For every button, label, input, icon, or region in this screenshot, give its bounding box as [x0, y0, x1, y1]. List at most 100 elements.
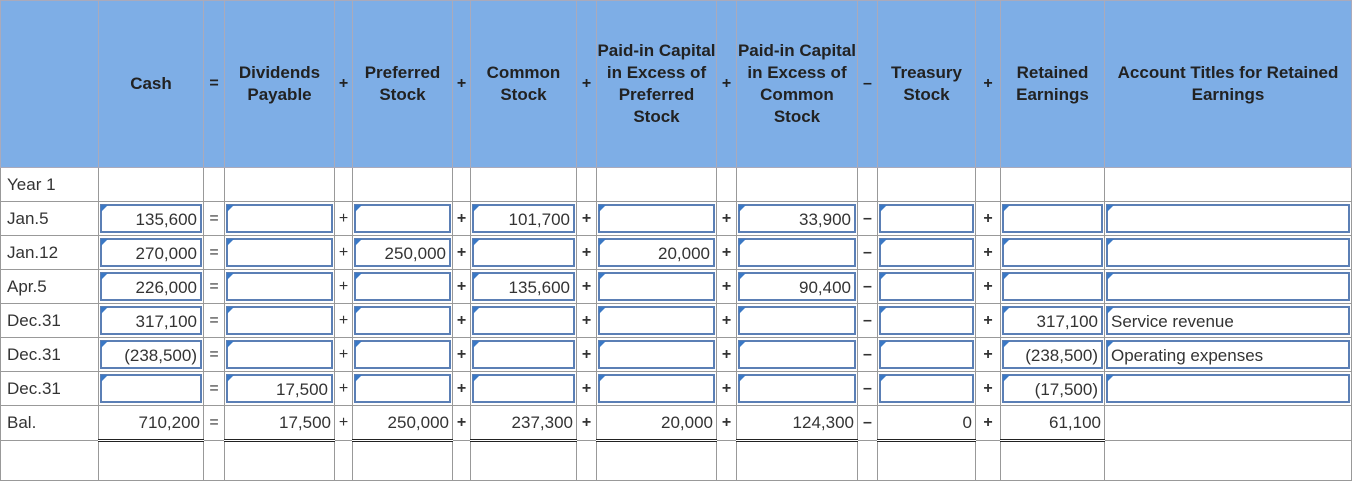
common-stock-input[interactable]: [472, 238, 575, 267]
pic-preferred-cell: [596, 303, 717, 338]
operator: –: [857, 405, 878, 441]
header-operator: –: [857, 0, 878, 168]
dividends-payable-input[interactable]: 17,500: [226, 374, 333, 403]
account-title-input[interactable]: Operating expenses: [1106, 340, 1350, 369]
cash-input[interactable]: 135,600: [100, 204, 202, 233]
empty-cell: [736, 167, 858, 202]
retained-earnings-input[interactable]: [1002, 238, 1103, 267]
account-title-input[interactable]: [1106, 374, 1350, 403]
dividends-payable-input[interactable]: [226, 306, 333, 335]
account-title-input[interactable]: Service revenue: [1106, 306, 1350, 335]
pic-common-input[interactable]: 90,400: [738, 272, 856, 301]
header-pic-common: Paid-in Capital in Excess of Common Stoc…: [736, 0, 858, 168]
empty-cell: [334, 440, 353, 481]
dividends-payable-cell: 17,500: [224, 371, 335, 406]
empty-cell: [736, 440, 858, 481]
preferred-stock-input[interactable]: 250,000: [354, 238, 451, 267]
retained-earnings-input[interactable]: [1002, 204, 1103, 233]
table-row: Dec.31 = 17,500 + + + + – + (17,500): [0, 371, 1352, 406]
row-date: Dec.31: [0, 371, 99, 406]
pic-common-cell: 33,900: [736, 201, 858, 236]
common-stock-input[interactable]: [472, 340, 575, 369]
cash-input[interactable]: 226,000: [100, 272, 202, 301]
common-stock-cell: 101,700: [470, 201, 577, 236]
pic-common-input[interactable]: [738, 238, 856, 267]
retained-earnings-input[interactable]: 317,100: [1002, 306, 1103, 335]
balance-pic-common: 124,300: [736, 405, 858, 442]
pic-preferred-cell: [596, 201, 717, 236]
balance-dividends-payable: 17,500: [224, 405, 335, 442]
year-label: Year 1: [0, 167, 99, 202]
pic-common-input[interactable]: [738, 340, 856, 369]
common-stock-cell: [470, 371, 577, 406]
dividends-payable-cell: [224, 303, 335, 338]
operator: +: [452, 371, 471, 406]
empty-cell: [716, 167, 737, 202]
dividends-payable-input[interactable]: [226, 204, 333, 233]
dividends-payable-input[interactable]: [226, 238, 333, 267]
retained-earnings-cell: 317,100: [1000, 303, 1105, 338]
pic-preferred-cell: [596, 371, 717, 406]
common-stock-input[interactable]: [472, 306, 575, 335]
account-title-cell: [1104, 371, 1352, 406]
operator: +: [334, 337, 353, 372]
preferred-stock-input[interactable]: [354, 340, 451, 369]
common-stock-cell: [470, 235, 577, 270]
account-title-cell: [1104, 235, 1352, 270]
cash-cell: 270,000: [98, 235, 204, 270]
treasury-stock-input[interactable]: [879, 204, 974, 233]
operator: +: [975, 405, 1001, 441]
pic-preferred-input[interactable]: [598, 340, 715, 369]
empty-cell: [857, 167, 878, 202]
operator: =: [203, 405, 225, 441]
header-operator: +: [452, 0, 471, 168]
cash-input[interactable]: 270,000: [100, 238, 202, 267]
cash-input[interactable]: [100, 374, 202, 403]
operator: –: [857, 269, 878, 304]
preferred-stock-input[interactable]: [354, 374, 451, 403]
operator: +: [716, 337, 737, 372]
balance-cash: 710,200: [98, 405, 204, 442]
treasury-stock-input[interactable]: [879, 340, 974, 369]
dividends-payable-input[interactable]: [226, 272, 333, 301]
operator: –: [857, 201, 878, 236]
operator: +: [334, 201, 353, 236]
preferred-stock-input[interactable]: [354, 306, 451, 335]
pic-preferred-input[interactable]: 20,000: [598, 238, 715, 267]
empty-row: [0, 440, 1352, 481]
retained-earnings-input[interactable]: (238,500): [1002, 340, 1103, 369]
pic-common-input[interactable]: [738, 306, 856, 335]
treasury-stock-input[interactable]: [879, 374, 974, 403]
treasury-stock-input[interactable]: [879, 306, 974, 335]
cash-cell: (238,500): [98, 337, 204, 372]
retained-earnings-input[interactable]: [1002, 272, 1103, 301]
cash-input[interactable]: (238,500): [100, 340, 202, 369]
empty-cell: [470, 440, 577, 481]
preferred-stock-input[interactable]: [354, 272, 451, 301]
treasury-stock-input[interactable]: [879, 272, 974, 301]
pic-common-cell: 90,400: [736, 269, 858, 304]
treasury-stock-input[interactable]: [879, 238, 974, 267]
account-title-input[interactable]: [1106, 238, 1350, 267]
account-title-input[interactable]: [1106, 204, 1350, 233]
pic-common-input[interactable]: [738, 374, 856, 403]
common-stock-input[interactable]: [472, 374, 575, 403]
preferred-stock-input[interactable]: [354, 204, 451, 233]
operator: +: [576, 337, 597, 372]
pic-preferred-input[interactable]: [598, 306, 715, 335]
pic-preferred-input[interactable]: [598, 272, 715, 301]
common-stock-input[interactable]: 135,600: [472, 272, 575, 301]
row-date: Jan.12: [0, 235, 99, 270]
pic-common-input[interactable]: 33,900: [738, 204, 856, 233]
common-stock-input[interactable]: 101,700: [472, 204, 575, 233]
cash-input[interactable]: 317,100: [100, 306, 202, 335]
operator: +: [334, 269, 353, 304]
retained-earnings-input[interactable]: (17,500): [1002, 374, 1103, 403]
account-title-input[interactable]: [1106, 272, 1350, 301]
pic-preferred-input[interactable]: [598, 374, 715, 403]
treasury-stock-cell: [877, 371, 976, 406]
dividends-payable-input[interactable]: [226, 340, 333, 369]
header-common-stock: Common Stock: [470, 0, 577, 168]
preferred-stock-cell: [352, 337, 453, 372]
pic-preferred-input[interactable]: [598, 204, 715, 233]
